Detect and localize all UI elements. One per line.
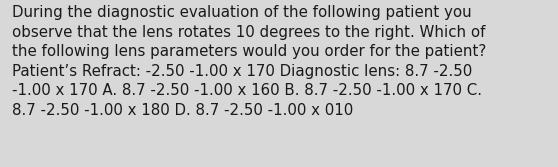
- Text: During the diagnostic evaluation of the following patient you
observe that the l: During the diagnostic evaluation of the …: [12, 5, 487, 118]
